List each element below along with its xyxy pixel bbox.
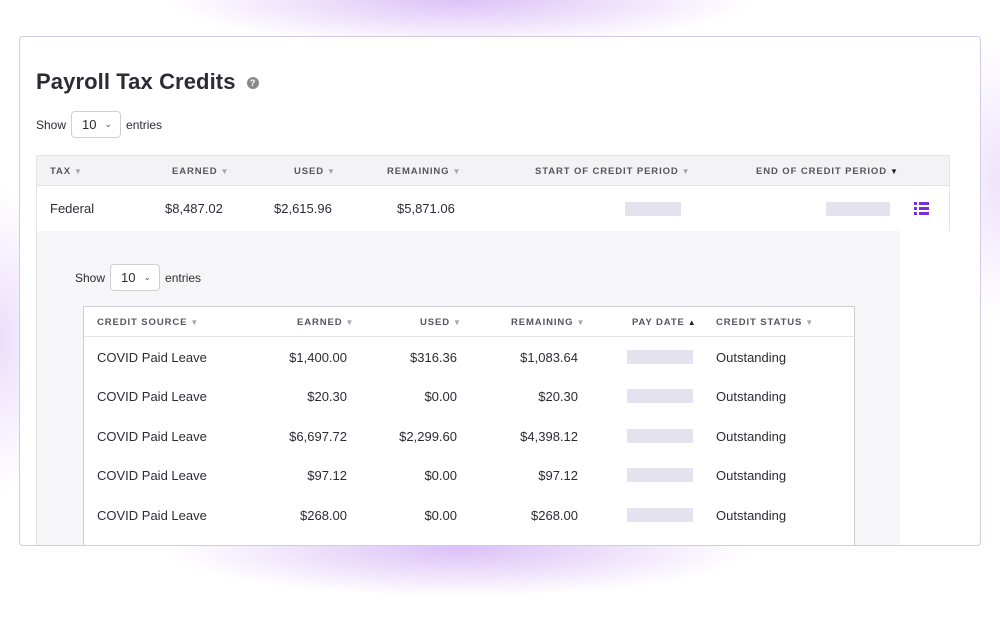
outer-entries-value: 10	[82, 117, 97, 132]
cell-earned: $268.00	[300, 507, 347, 523]
sort-asc-icon: ▲	[687, 318, 696, 327]
table-row[interactable]: COVID Paid Leave $1,400.00 $316.36 $1,08…	[84, 337, 854, 376]
sort-icon: ▼	[452, 167, 461, 176]
cell-used: $2,299.60	[399, 428, 457, 444]
cell-remaining: $97.12	[538, 468, 578, 484]
inner-entries-value: 10	[121, 270, 136, 285]
header-used[interactable]: USED ▼	[420, 317, 461, 328]
header-start-of-credit-period[interactable]: START OF CREDIT PERIOD ▼	[535, 166, 690, 177]
header-remaining[interactable]: REMAINING ▼	[387, 166, 461, 177]
cell-credit-status: Outstanding	[716, 350, 787, 365]
sort-icon: ▼	[74, 167, 82, 176]
entries-label: entries	[126, 117, 163, 132]
outer-entries-select[interactable]: 10 ⌄	[71, 111, 122, 138]
table-row[interactable]: Federal $8,487.02 $2,615.96 $5,871.06	[37, 186, 949, 232]
cell-credit-status: Outstanding	[716, 428, 787, 444]
page-title: Payroll Tax Credits	[36, 69, 236, 94]
cell-remaining: $4,398.12	[520, 428, 578, 444]
table-row[interactable]: COVID Paid Leave $6,697.72 $2,299.60 $4,…	[84, 416, 854, 455]
cell-credit-status: Outstanding	[716, 468, 787, 484]
list-icon[interactable]	[914, 202, 929, 215]
outer-table-header: TAX ▼ EARNED ▼ USED ▼ REMAINING ▼ START OF C…	[37, 156, 949, 186]
table-row[interactable]: COVID Paid Leave $97.12 $0.00 $97.12 Out…	[84, 455, 854, 494]
header-pay-date[interactable]: PAY DATE ▲	[632, 317, 696, 328]
inner-table: CREDIT SOURCE ▼ EARNED ▼ USED ▼ REMAINING ▼ …	[83, 306, 855, 545]
help-icon[interactable]: ?	[246, 77, 259, 89]
header-remaining[interactable]: REMAINING ▼	[511, 317, 585, 328]
header-end-of-credit-period[interactable]: END OF CREDIT PERIOD ▼	[756, 166, 898, 177]
show-label: Show	[36, 117, 67, 132]
detail-side-strip	[900, 231, 951, 545]
sort-icon: ▼	[805, 318, 814, 327]
chevron-down-icon: ⌄	[104, 119, 113, 129]
inner-table-header: CREDIT SOURCE ▼ EARNED ▼ USED ▼ REMAINING ▼ …	[84, 307, 854, 337]
sort-icon: ▼	[576, 318, 585, 327]
sort-icon: ▼	[327, 167, 335, 176]
header-credit-status[interactable]: CREDIT STATUS ▼	[716, 317, 814, 328]
inner-entries-select[interactable]: 10 ⌄	[110, 264, 161, 291]
cell-earned: $8,487.02	[165, 201, 223, 216]
sort-icon: ▼	[345, 318, 354, 327]
pay-date-placeholder	[627, 428, 693, 443]
cell-credit-source: COVID Paid Leave	[97, 428, 207, 444]
cell-used: $0.00	[424, 389, 457, 405]
pay-date-placeholder	[627, 468, 693, 483]
sort-icon: ▼	[220, 167, 229, 176]
outer-entries-control: Show 10 ⌄ entries	[36, 111, 162, 138]
cell-used: $2,615.96	[274, 201, 332, 216]
cell-credit-status: Outstanding	[716, 389, 787, 405]
sort-icon: ▼	[190, 318, 199, 327]
pay-date-placeholder	[627, 389, 693, 404]
cell-credit-source: COVID Paid Leave	[97, 468, 207, 484]
start-date-placeholder	[625, 202, 681, 216]
header-credit-source[interactable]: CREDIT SOURCE ▼	[97, 317, 199, 328]
cell-earned: $1,400.00	[289, 350, 347, 365]
table-row[interactable]: COVID Paid Leave $20.30 $0.00 $20.30 Out…	[84, 376, 854, 415]
pay-date-placeholder	[627, 350, 693, 364]
sort-icon: ▼	[453, 318, 461, 327]
sort-icon: ▼	[681, 167, 690, 176]
cell-remaining: $20.30	[538, 389, 578, 405]
payroll-tax-credits-card: Payroll Tax Credits ? Show 10 ⌄ entries …	[19, 36, 981, 546]
inner-entries-control: Show 10 ⌄ entries	[75, 264, 201, 291]
cell-remaining: $268.00	[531, 507, 578, 523]
cell-credit-source: COVID Paid Leave	[97, 389, 207, 405]
cell-used: $316.36	[410, 350, 457, 365]
header-earned[interactable]: EARNED ▼	[297, 317, 354, 328]
cell-credit-status: Outstanding	[716, 507, 787, 523]
header-tax[interactable]: TAX ▼	[50, 166, 82, 177]
cell-earned: $20.30	[307, 389, 347, 405]
pay-date-placeholder	[627, 507, 693, 522]
cell-credit-source: COVID Paid Leave	[97, 350, 207, 365]
title-row: Payroll Tax Credits ?	[36, 69, 259, 95]
chevron-down-icon: ⌄	[143, 272, 152, 282]
cell-remaining: $5,871.06	[397, 201, 455, 216]
cell-used: $0.00	[424, 468, 457, 484]
header-earned[interactable]: EARNED ▼	[172, 166, 229, 177]
cell-earned: $97.12	[307, 468, 347, 484]
sort-desc-icon: ▼	[889, 167, 898, 176]
end-date-placeholder	[826, 202, 890, 216]
cell-earned: $6,697.72	[289, 428, 347, 444]
cell-tax: Federal	[50, 201, 95, 216]
show-label: Show	[75, 270, 106, 285]
table-row[interactable]: COVID Paid Leave $268.00 $0.00 $268.00 O…	[84, 495, 854, 534]
header-used[interactable]: USED ▼	[294, 166, 335, 177]
entries-label: entries	[165, 270, 202, 285]
cell-credit-source: COVID Paid Leave	[97, 507, 207, 523]
outer-table: TAX ▼ EARNED ▼ USED ▼ REMAINING ▼ START OF C…	[36, 155, 951, 545]
cell-remaining: $1,083.64	[520, 350, 578, 365]
cell-used: $0.00	[424, 507, 457, 523]
